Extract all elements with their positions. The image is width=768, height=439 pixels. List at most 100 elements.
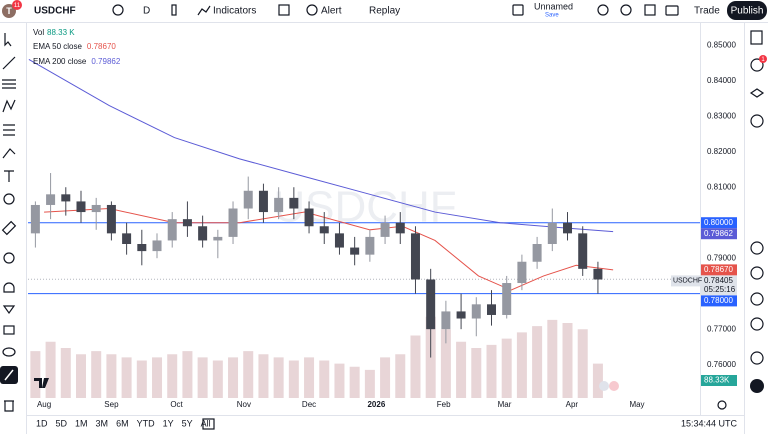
- range-button[interactable]: 1D: [36, 418, 48, 428]
- volume-bar: [440, 329, 451, 398]
- volume-bar: [334, 363, 345, 398]
- countdown: 05:25:16: [704, 285, 736, 294]
- brush-tool[interactable]: [2, 148, 16, 159]
- search-icon[interactable]: [597, 4, 609, 16]
- volume-tag: [701, 375, 737, 386]
- interval[interactable]: D: [143, 6, 150, 17]
- badge: [12, 0, 22, 10]
- alert-icon: [306, 4, 318, 16]
- indicators-button[interactable]: Indicators: [213, 6, 256, 17]
- ruler-tool[interactable]: [1, 220, 17, 236]
- x-tick-label: May: [629, 400, 644, 409]
- candle-body: [106, 204, 116, 234]
- pattern-tool[interactable]: [2, 99, 16, 113]
- layout-name[interactable]: Unnamed: [534, 1, 573, 11]
- avatar[interactable]: [2, 4, 16, 18]
- publish-button[interactable]: Publish: [731, 6, 764, 17]
- news-icon[interactable]: [750, 241, 764, 255]
- symbol[interactable]: USDCHF: [34, 6, 76, 17]
- lock-draw-tool[interactable]: [2, 305, 16, 315]
- fib-tool[interactable]: [2, 79, 16, 89]
- replay-button[interactable]: Replay: [369, 6, 400, 17]
- candle-body: [304, 208, 314, 227]
- y-tick-label: 0.84000: [707, 76, 736, 85]
- right-tools: 1: [749, 30, 767, 393]
- add-symbol-icon[interactable]: [112, 4, 124, 16]
- range-button[interactable]: 1M: [75, 418, 88, 428]
- volume-bar: [136, 360, 147, 398]
- fullscreen-icon[interactable]: [644, 4, 656, 16]
- range-button[interactable]: All: [201, 418, 211, 428]
- symbol-tag: [671, 275, 701, 287]
- range-button[interactable]: 1Y: [163, 418, 174, 428]
- notifications-icon[interactable]: [750, 351, 764, 365]
- candle-body: [258, 190, 268, 213]
- feed-icon[interactable]: [750, 292, 764, 306]
- line-tool[interactable]: [2, 56, 16, 70]
- candle-body: [122, 233, 132, 244]
- axis-settings-icon[interactable]: [717, 400, 727, 410]
- volume-bar: [106, 354, 117, 398]
- volume-bar: [547, 319, 558, 398]
- chat-icon[interactable]: [750, 317, 764, 331]
- date-range-icon[interactable]: [202, 418, 215, 430]
- volume-bar: [486, 344, 497, 398]
- volume-bar: [30, 351, 41, 398]
- magnet-tool[interactable]: [3, 282, 15, 293]
- layout-icon[interactable]: [512, 4, 524, 16]
- symbol-tag-label: USDCHF: [673, 278, 702, 285]
- settings-icon[interactable]: [620, 4, 632, 16]
- trade-button[interactable]: Trade: [694, 6, 720, 17]
- y-tick-label: 0.79000: [707, 253, 736, 262]
- price-tag: [701, 228, 737, 240]
- logo: [34, 378, 49, 388]
- alerts-icon[interactable]: [750, 58, 764, 72]
- volume-bar: [319, 360, 330, 398]
- volume-bar: [516, 332, 527, 398]
- hide-tool[interactable]: [2, 347, 16, 357]
- x-tick-label: Oct: [170, 400, 183, 409]
- volume-bar: [288, 360, 299, 398]
- trash-tool[interactable]: [4, 400, 14, 412]
- range-button[interactable]: 3M: [96, 418, 109, 428]
- volume-bar: [349, 366, 360, 398]
- volume-bar: [167, 354, 178, 398]
- forecast-tool[interactable]: [3, 124, 15, 136]
- range-button[interactable]: 6M: [116, 418, 129, 428]
- candle-body: [486, 304, 496, 315]
- range-button[interactable]: 5D: [56, 418, 68, 428]
- clock-icon[interactable]: [750, 114, 764, 128]
- volume-bar: [592, 363, 603, 398]
- price-tag: [701, 264, 737, 276]
- candle-body: [152, 240, 162, 252]
- candle-body: [502, 283, 512, 315]
- price-tag: [701, 275, 737, 296]
- ideas-icon[interactable]: [750, 266, 764, 280]
- candle-body: [319, 226, 329, 234]
- legend-text: Vol: [33, 28, 44, 37]
- chart-type-icon[interactable]: [171, 4, 177, 16]
- snapshot-icon[interactable]: [665, 5, 679, 16]
- price-tag-label: 0.80000: [704, 218, 733, 227]
- templates-icon[interactable]: [278, 4, 290, 16]
- watchlist-icon[interactable]: [750, 30, 763, 45]
- zoom-tool[interactable]: [3, 252, 15, 264]
- publish-bg[interactable]: [727, 1, 767, 20]
- layers-icon[interactable]: [749, 88, 765, 98]
- clock[interactable]: 15:34:44 UTC: [681, 418, 738, 428]
- price-tag-label: 0.78000: [704, 296, 733, 305]
- help-icon[interactable]: [750, 379, 764, 393]
- text-tool[interactable]: [4, 170, 14, 182]
- lock-tool[interactable]: [3, 325, 15, 335]
- candle-body: [578, 233, 588, 269]
- candle-body: [182, 219, 192, 227]
- cursor-tool[interactable]: [4, 33, 12, 47]
- alert-button[interactable]: Alert: [321, 6, 342, 17]
- range-button[interactable]: 5Y: [182, 418, 193, 428]
- price-tag-label: 0.78405: [704, 276, 733, 285]
- emoji-tool[interactable]: [3, 193, 15, 205]
- range-button[interactable]: YTD: [137, 418, 156, 428]
- candle-body: [365, 236, 375, 255]
- watermark: USDCHF: [273, 183, 456, 232]
